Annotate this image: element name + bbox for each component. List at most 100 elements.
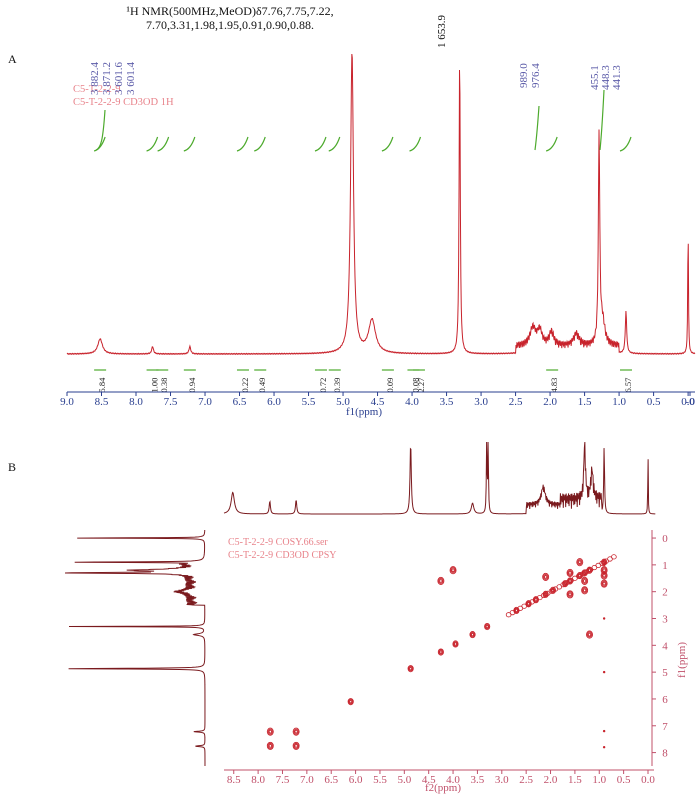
peak-label: 3 882.4	[89, 62, 101, 96]
cosy-cross-peak	[450, 567, 456, 574]
cosy-cross-peak	[268, 729, 272, 734]
integral-curve	[599, 89, 605, 151]
peak-label: 441.3	[611, 65, 623, 90]
cosy-cross-peak	[581, 576, 589, 586]
cosy-cross-peak	[293, 728, 299, 735]
cosy-cross-peak	[568, 571, 572, 575]
cosy-cross-peak	[581, 586, 589, 595]
panel-label-b: B	[8, 460, 17, 474]
f1-axis-label: f1(ppm)	[676, 642, 688, 678]
f2-tick-label: 6.5	[324, 774, 338, 786]
cosy-diagonal-peak	[470, 631, 475, 638]
f1-tick-label: 7	[662, 721, 668, 733]
f2-tick-label: 7.5	[276, 774, 290, 786]
peak-label: 3 601.4	[125, 62, 137, 96]
f2-tick-label: 4.5	[422, 774, 436, 786]
cosy-artifact-dot	[602, 617, 606, 620]
f2-tick-label: 3.0	[495, 774, 509, 786]
nmr-data-header-line1: ¹H NMR(500MHz,MeOD)δ7.76,7.75,7.22,	[126, 4, 334, 18]
x-tick-label: 0.5	[647, 396, 661, 408]
panel-label-a: A	[8, 52, 17, 66]
spectrum-1h-trace	[66, 53, 696, 356]
x-tick-label: 8.5	[95, 396, 109, 408]
cosy-cross-peak	[294, 743, 298, 748]
cosy-left-projection	[64, 529, 206, 766]
cosy-cross-peak	[437, 576, 445, 586]
cosy-cross-peak	[578, 560, 582, 565]
cosy-diagonal-peak	[527, 602, 531, 606]
x-tick-label: 4.0	[405, 396, 419, 408]
cosy-plot-area	[224, 530, 648, 766]
f1-tick-label: 8	[662, 748, 668, 760]
cosy-diagonal-peak	[347, 698, 354, 706]
cosy-diagonal-peak	[469, 631, 476, 639]
f2-tick-label: 0.0	[641, 774, 655, 786]
cosy-diagonal-peak	[453, 641, 458, 647]
integral-value: 0.72	[318, 378, 328, 393]
cosy-cross-peak	[576, 558, 584, 567]
cosy-cross-peak	[586, 631, 593, 638]
x-tick-label: 9.0	[60, 396, 74, 408]
integral-curve	[93, 136, 106, 152]
cosy-cross-peak	[600, 566, 608, 575]
integral-curve	[545, 136, 558, 152]
cosy-cross-peak	[449, 566, 457, 575]
cosy-diagonal-peak	[407, 665, 414, 673]
nmr-data-header-line2: 7.70,3.31,1.98,1.95,0.91,0.90,0.88.	[146, 18, 314, 32]
f2-tick-label: 7.0	[300, 774, 314, 786]
cosy-diagonal-peak	[439, 650, 443, 654]
integral-curve	[381, 136, 394, 152]
cosy-diagonal-peak	[454, 642, 457, 646]
cosy-cross-peak	[600, 579, 608, 588]
cosy-cross-peak	[266, 727, 274, 736]
x-tick-label: 5.5	[302, 396, 316, 408]
x-tick-label: 4.5	[371, 396, 385, 408]
cosy-cross-peak	[582, 587, 588, 594]
f1-tick-label: 0	[662, 533, 668, 545]
integral-value: 0.22	[240, 378, 250, 393]
cosy-artifact-dot	[602, 670, 606, 674]
f2-tick-label: 1.5	[568, 774, 582, 786]
integral-value: 0.39	[332, 378, 342, 393]
spectrum-title-2: C5-T-2-2-9 CD3OD 1H	[73, 97, 174, 108]
cosy-diagonal-peak	[348, 699, 353, 705]
cosy-cross-peak	[577, 559, 583, 566]
cosy-cross-peak	[267, 728, 273, 735]
peak-label: 3 601.6	[113, 62, 125, 96]
cosy-title-1: C5-T-2-2-9 COSY.66.ser	[228, 537, 328, 548]
cosy-diagonal-peak	[602, 560, 606, 564]
cosy-diagonal-peak	[452, 640, 459, 648]
cosy-diagonal-peak	[586, 566, 593, 574]
f1-tick-label: 1	[662, 560, 668, 572]
x-tick-label: 0.0	[681, 396, 695, 408]
cosy-cross-peak	[582, 577, 588, 584]
x-tick-label: 7.0	[198, 396, 212, 408]
f2-tick-label: 5.5	[373, 774, 387, 786]
cosy-top-projection	[223, 441, 656, 515]
integral-curve	[619, 136, 632, 152]
spectrum-title-1: C5-T-2-2-9	[73, 84, 120, 95]
cosy-cross-peak	[587, 632, 592, 637]
integral-value: 6.57	[623, 378, 633, 393]
x-tick-label: 3.0	[474, 396, 488, 408]
cosy-cross-peak	[451, 568, 455, 573]
integral-curve	[157, 136, 170, 152]
cosy-cross-peak	[267, 742, 273, 749]
cosy-cross-peak	[566, 568, 574, 577]
cosy-cross-peak	[568, 592, 572, 597]
cosy-cross-peak	[567, 569, 573, 576]
cosy-cross-peak	[293, 742, 299, 749]
cosy-cross-peak	[542, 572, 550, 581]
f2-tick-label: 2.0	[544, 774, 558, 786]
cosy-diagonal-peak	[438, 649, 444, 655]
peak-label: 455.1	[589, 65, 601, 90]
cosy-cross-peak	[292, 727, 300, 736]
cosy-title-2: C5-T-2-2-9 CD3OD CPSY	[228, 550, 337, 561]
x-tick-label: 2.5	[509, 396, 523, 408]
cosy-diagonal-peak	[484, 622, 491, 631]
integral-value: 0.94	[187, 377, 197, 393]
cosy-cross-peak	[438, 577, 444, 584]
cosy-diagonal-peak	[514, 608, 518, 613]
f1-tick-label: 2	[662, 587, 668, 599]
